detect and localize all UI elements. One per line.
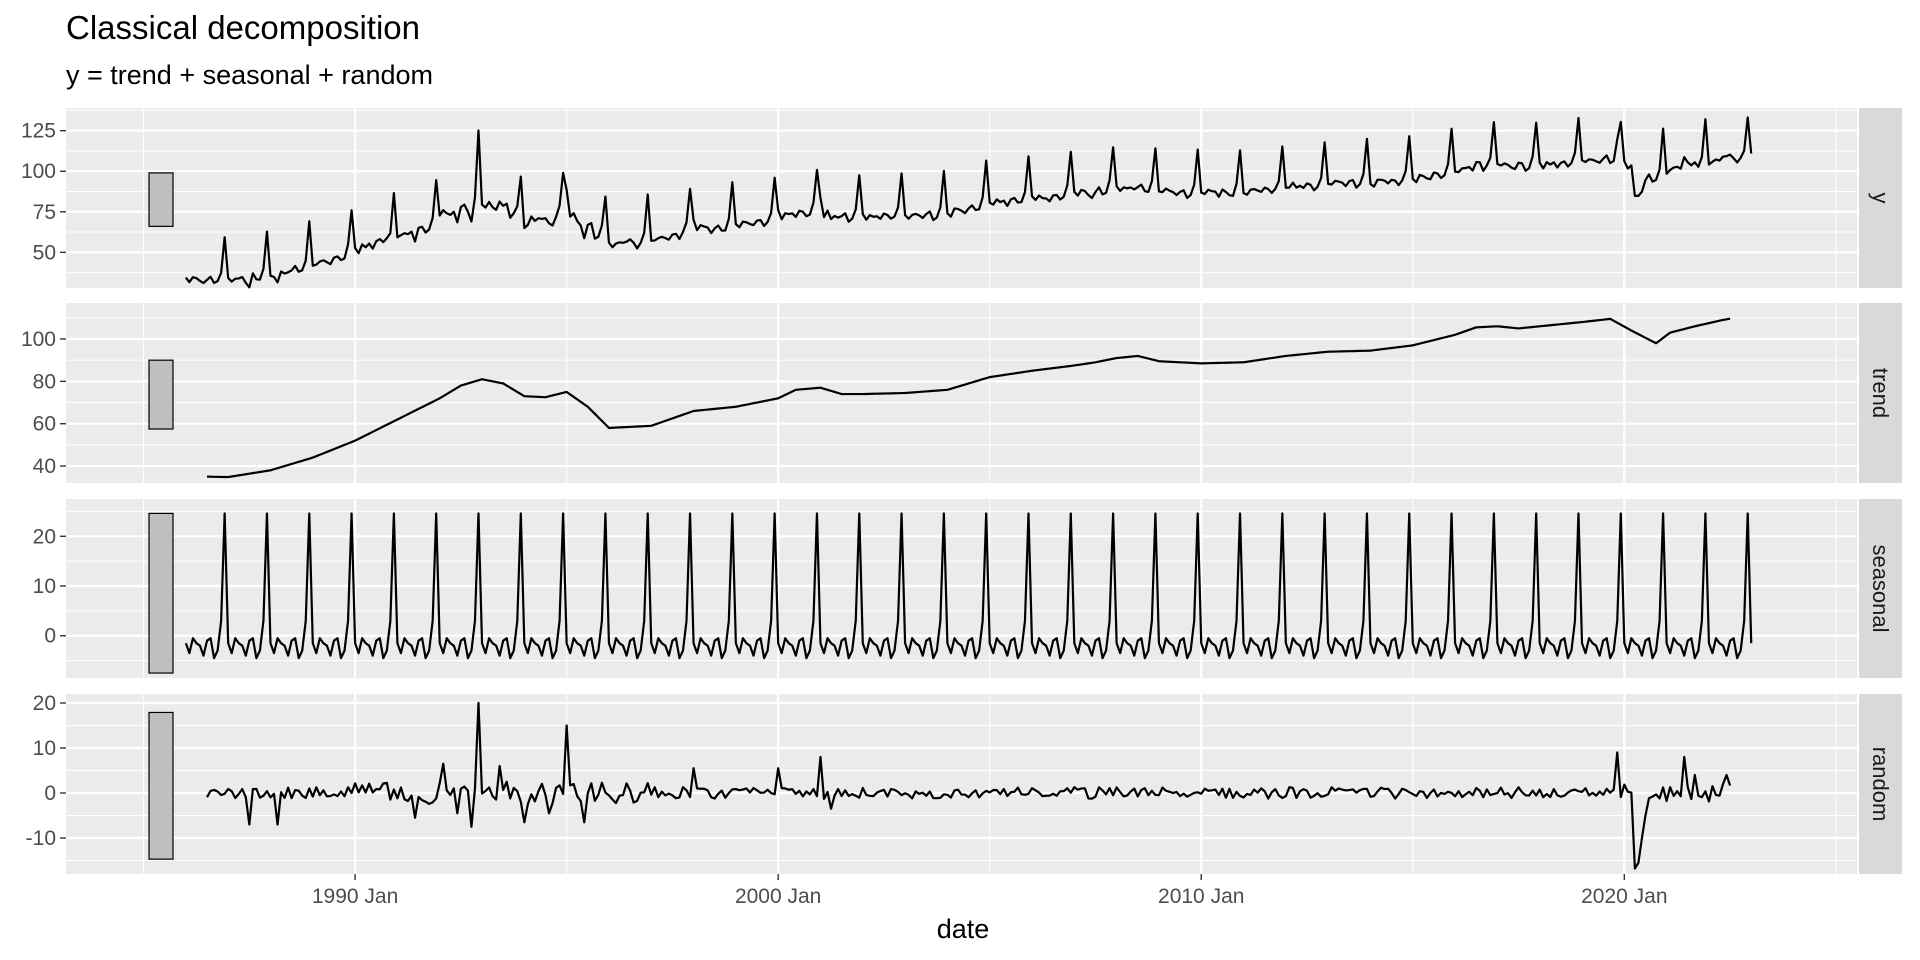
y-tick-label: 80 <box>33 370 56 393</box>
panel-random: -10 0 10 20 random <box>26 692 1902 874</box>
y-tick-label: 100 <box>21 160 56 183</box>
x-tick-label: 2000 Jan <box>735 885 821 908</box>
y-tick-label: 10 <box>33 737 56 760</box>
scale-bar <box>148 711 174 860</box>
x-tick-label: 1990 Jan <box>312 885 398 908</box>
y-tick-label: 125 <box>21 120 56 143</box>
chart-title: Classical decomposition <box>66 9 420 46</box>
facet-strip-label: y <box>1868 193 1893 204</box>
y-tick-label: 20 <box>33 692 56 715</box>
y-tick-label: -10 <box>26 827 56 850</box>
scale-bar <box>148 512 174 674</box>
panel-seasonal: 0 10 20 seasonal <box>33 499 1902 678</box>
panel-trend: 40 60 80 100 trend <box>21 303 1902 483</box>
series-line-y <box>184 116 1753 289</box>
x-tick-label: 2020 Jan <box>1581 885 1667 908</box>
facet-strip <box>1859 499 1902 678</box>
y-tick-label: 60 <box>33 413 56 436</box>
series-line-seasonal <box>184 512 1753 660</box>
scale-bar <box>148 172 174 227</box>
y-tick-label: 100 <box>21 328 56 351</box>
panel-background <box>66 694 1857 874</box>
panel-background <box>66 108 1857 288</box>
y-tick-label: 50 <box>33 241 56 264</box>
facet-strip-label: seasonal <box>1868 544 1893 632</box>
x-axis: 1990 Jan 2000 Jan 2010 Jan 2020 Jan <box>312 874 1668 908</box>
x-tick-label: 2010 Jan <box>1158 885 1244 908</box>
y-tick-label: 10 <box>33 575 56 598</box>
scale-bar <box>148 359 174 430</box>
facet-strip <box>1859 108 1902 288</box>
y-tick-label: 40 <box>33 455 56 478</box>
panel-background <box>66 303 1857 483</box>
facet-strip-label: random <box>1868 747 1893 822</box>
facet-strip-label: trend <box>1868 368 1893 418</box>
facet-panels: 5075100125y406080100trend01020seasonal-1… <box>21 108 1902 874</box>
y-tick-label: 0 <box>44 782 56 805</box>
series-line-trend <box>207 317 1731 479</box>
facet-strip <box>1859 303 1902 483</box>
y-tick-label: 0 <box>44 625 56 648</box>
x-axis-title: date <box>937 914 990 944</box>
y-tick-label: 20 <box>33 525 56 548</box>
panel-y: 50 75 100 125 y <box>21 108 1902 289</box>
panel-background <box>66 499 1857 678</box>
series-line-random <box>206 701 1732 870</box>
y-tick-label: 75 <box>33 201 56 224</box>
facet-strip <box>1859 694 1902 874</box>
chart-subtitle: y = trend + seasonal + random <box>66 60 433 90</box>
